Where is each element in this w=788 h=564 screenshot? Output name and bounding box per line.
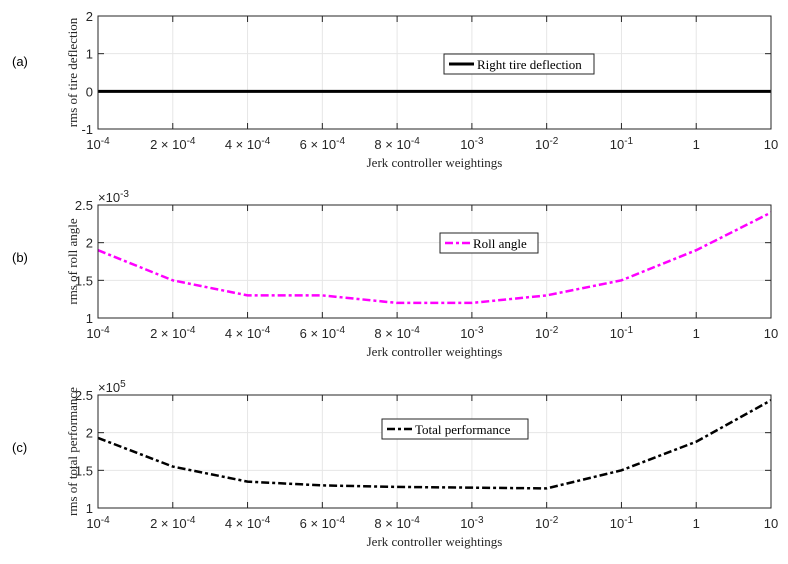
y-tick-label: 1.5 bbox=[75, 273, 93, 288]
x-tick-label: 10-4 bbox=[86, 515, 110, 531]
x-tick-label: 10-2 bbox=[535, 515, 559, 531]
chart-panel-b: 1 1.5 2 2.5 10-4 2 × 10-4 4 × 10-4 6 × 10-4 8 × … bbox=[12, 189, 778, 359]
chart-panel-a: -1 0 1 2 10-4 2 × 10-4 4 × 10-4 6 × 10-4 8 × 10-… bbox=[12, 9, 778, 170]
y-tick-label: 2 bbox=[86, 9, 93, 24]
y-exponent: ×10-3 bbox=[98, 189, 129, 205]
x-tick-label: 10 bbox=[764, 516, 778, 531]
x-tick-label: 8 × 10-4 bbox=[374, 515, 420, 531]
panel-label: (c) bbox=[12, 440, 27, 455]
x-tick-label: 10-3 bbox=[460, 136, 484, 152]
x-tick-label: 1 bbox=[693, 516, 700, 531]
x-tick-label: 10-1 bbox=[610, 136, 634, 152]
x-tick-label: 8 × 10-4 bbox=[374, 136, 420, 152]
x-tick-label: 10 bbox=[764, 326, 778, 341]
y-tick-label: 1 bbox=[86, 501, 93, 516]
x-tick-label: 10-4 bbox=[86, 325, 110, 341]
y-tick-label: 1 bbox=[86, 47, 93, 62]
y-tick-label: 2 bbox=[86, 426, 93, 441]
chart-panel-c: 1 1.5 2 2.5 10-4 2 × 10-4 4 × 10-4 6 × 10-4 8 × … bbox=[12, 379, 778, 549]
x-tick-label: 6 × 10-4 bbox=[300, 136, 346, 152]
x-tick-label: 10-3 bbox=[460, 515, 484, 531]
y-tick-label: 2.5 bbox=[75, 198, 93, 213]
data-line bbox=[97, 399, 772, 490]
y-tick-label: 2.5 bbox=[75, 388, 93, 403]
x-axis-label: Jerk controller weightings bbox=[367, 344, 503, 359]
x-tick-label: 2 × 10-4 bbox=[150, 515, 196, 531]
x-tick-label: 4 × 10-4 bbox=[225, 325, 271, 341]
x-tick-label: 10-1 bbox=[610, 515, 634, 531]
x-tick-label: 6 × 10-4 bbox=[300, 515, 346, 531]
x-tick-label: 2 × 10-4 bbox=[150, 136, 196, 152]
x-tick-label: 4 × 10-4 bbox=[225, 136, 271, 152]
y-tick-label: 1 bbox=[86, 311, 93, 326]
x-tick-label: 10-1 bbox=[610, 325, 634, 341]
legend: Total performance bbox=[381, 418, 529, 440]
panel-label: (a) bbox=[12, 54, 28, 69]
y-tick-label: 2 bbox=[86, 236, 93, 251]
legend-label: Total performance bbox=[415, 422, 511, 437]
legend-label: Roll angle bbox=[473, 236, 527, 251]
data-line bbox=[97, 211, 772, 305]
y-tick-label: 1.5 bbox=[75, 463, 93, 478]
y-exponent: ×105 bbox=[98, 379, 126, 395]
x-tick-label: 10 bbox=[764, 137, 778, 152]
x-tick-label: 1 bbox=[693, 137, 700, 152]
y-axis-label: rms of tire deflection bbox=[65, 17, 80, 127]
y-axis-label: rms of roll angle bbox=[65, 218, 80, 305]
x-tick-label: 10-2 bbox=[535, 325, 559, 341]
axes-box bbox=[97, 15, 772, 130]
x-tick-label: 10-3 bbox=[460, 325, 484, 341]
x-tick-label: 6 × 10-4 bbox=[300, 325, 346, 341]
legend: Right tire deflection bbox=[443, 53, 595, 75]
legend: Roll angle bbox=[439, 232, 539, 254]
x-tick-label: 10-4 bbox=[86, 136, 110, 152]
y-tick-label: 0 bbox=[86, 84, 93, 99]
x-tick-label: 2 × 10-4 bbox=[150, 325, 196, 341]
axes-box bbox=[97, 204, 772, 319]
panel-label: (b) bbox=[12, 250, 28, 265]
y-tick-label: -1 bbox=[81, 122, 93, 137]
x-axis-label: Jerk controller weightings bbox=[367, 534, 503, 549]
x-tick-label: 4 × 10-4 bbox=[225, 515, 271, 531]
x-tick-label: 8 × 10-4 bbox=[374, 325, 420, 341]
x-tick-label: 1 bbox=[693, 326, 700, 341]
x-axis-label: Jerk controller weightings bbox=[367, 155, 503, 170]
axes-box bbox=[97, 394, 772, 509]
legend-label: Right tire deflection bbox=[477, 57, 582, 72]
y-axis-label: rms of total performance bbox=[65, 387, 80, 516]
x-tick-label: 10-2 bbox=[535, 136, 559, 152]
